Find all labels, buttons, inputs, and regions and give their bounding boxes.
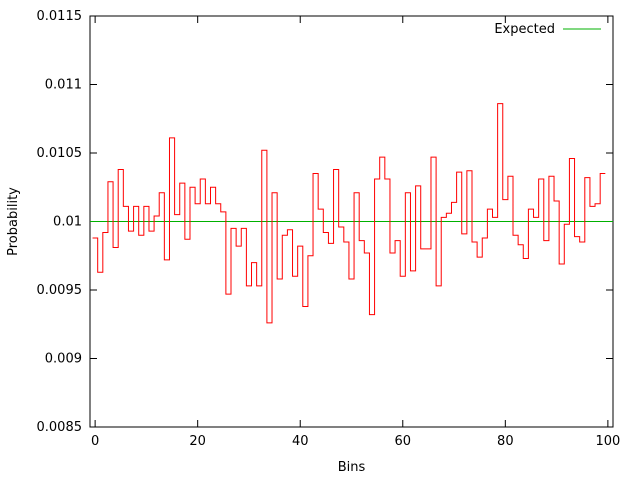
- x-axis-label: Bins: [338, 460, 366, 475]
- x-tick-label: 60: [395, 434, 412, 449]
- x-tick-label: 0: [91, 434, 99, 449]
- y-axis-label: Probability: [6, 187, 21, 256]
- y-tick-label: 0.011: [45, 78, 82, 93]
- x-tick-label: 40: [292, 434, 309, 449]
- y-tick-label: 0.01: [53, 215, 82, 230]
- y-tick-label: 0.0095: [37, 283, 83, 298]
- y-tick-label: 0.0105: [37, 146, 83, 161]
- histogram-series: [92, 103, 606, 324]
- legend-label: Expected: [494, 22, 555, 37]
- x-tick-label: 80: [497, 434, 514, 449]
- y-tick-label: 0.0085: [37, 420, 83, 435]
- y-tick-label: 0.0115: [37, 9, 83, 24]
- x-tick-label: 20: [189, 434, 206, 449]
- x-tick-label: 100: [595, 434, 620, 449]
- y-tick-label: 0.009: [45, 352, 82, 367]
